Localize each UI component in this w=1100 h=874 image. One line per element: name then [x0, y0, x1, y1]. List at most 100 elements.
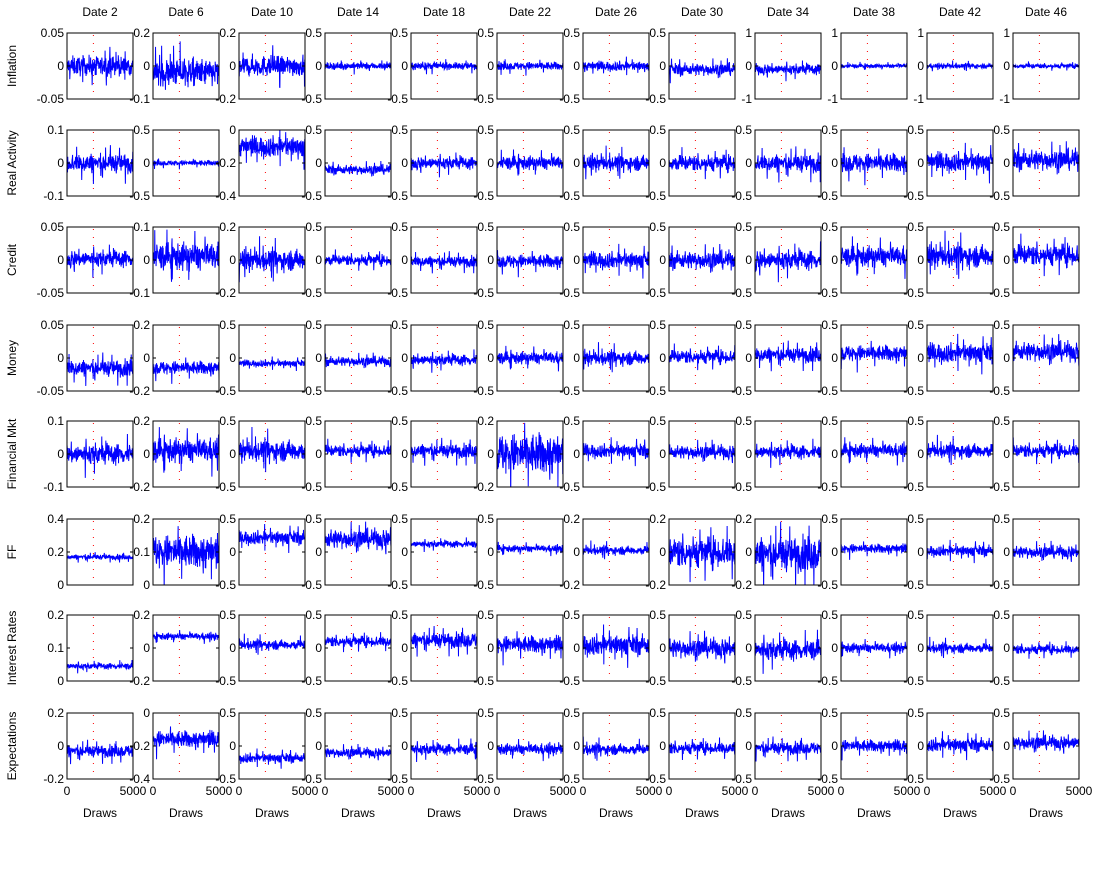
y-tick-label: 0.05 [41, 26, 65, 40]
trace-panel: 0.5 0 -0.5 [817, 123, 908, 203]
y-tick-label: 0.1 [47, 414, 64, 428]
y-tick-label: 0.5 [735, 220, 752, 234]
y-tick-label: 0 [143, 578, 150, 592]
y-tick-label: -0.5 [989, 480, 1010, 494]
trace-panel: 0.2 0 -0.2 [473, 414, 564, 494]
y-tick-label: 0.5 [391, 706, 408, 720]
y-tick-label: -0.5 [731, 674, 752, 688]
y-tick-label: 0 [573, 59, 580, 73]
y-tick-label: 0.5 [305, 512, 322, 526]
x-axis-label: Draws [513, 806, 547, 820]
y-tick-label: 0 [143, 447, 150, 461]
trace-panel: 0.5 0 -0.5 [903, 123, 994, 203]
y-tick-label: 0.5 [133, 123, 150, 137]
y-tick-label: 0.1 [47, 641, 64, 655]
y-tick-label: 0.5 [391, 608, 408, 622]
trace-line [153, 158, 219, 170]
y-tick-label: 0 [315, 253, 322, 267]
trace-line [1013, 641, 1079, 659]
trace-panel: 0.5 0 -0.5 [817, 414, 908, 494]
y-tick-label: 0 [1003, 253, 1010, 267]
y-tick-label: 0 [745, 739, 752, 753]
row-label: Interest Rates [5, 611, 19, 686]
trace-line [1013, 233, 1079, 277]
trace-line [325, 160, 391, 177]
y-tick-label: 0 [831, 59, 838, 73]
y-tick-label: 0 [573, 739, 580, 753]
trace-panel: 0.5 0 -0.5 [387, 26, 478, 106]
y-tick-label: 0 [917, 545, 924, 559]
y-tick-label: -0.5 [817, 578, 838, 592]
y-tick-label: -0.5 [903, 189, 924, 203]
x-tick-label: 5000 [1066, 784, 1093, 798]
y-tick-label: -0.5 [559, 674, 580, 688]
y-tick-label: 0 [401, 253, 408, 267]
trace-line [325, 521, 391, 555]
y-tick-label: 0 [917, 253, 924, 267]
trace-panel: 0.5 0 -0.5 [989, 318, 1080, 398]
y-tick-label: 0.2 [47, 608, 64, 622]
y-tick-label: -0.5 [645, 674, 666, 688]
x-axis-label: Draws [943, 806, 977, 820]
trace-line [669, 343, 735, 371]
y-tick-label: 0.5 [649, 318, 666, 332]
y-tick-label: 0.2 [47, 706, 64, 720]
column-title: Date 6 [168, 5, 204, 19]
y-tick-label: 0 [745, 447, 752, 461]
y-tick-label: -0.5 [645, 189, 666, 203]
trace-line [755, 521, 821, 585]
y-tick-label: 0 [573, 447, 580, 461]
trace-line [67, 552, 133, 563]
trace-panel: 0.5 0 -0.5 [301, 123, 392, 203]
trace-panel: 0.5 0 -0.5 [301, 512, 392, 592]
trace-line [411, 437, 477, 466]
row-label: Real Activity [5, 130, 19, 195]
y-tick-label: 0 [659, 447, 666, 461]
trace-panel: 0.5 0 -0.5 [645, 26, 736, 106]
y-tick-label: 0.5 [477, 220, 494, 234]
column-title: Date 10 [251, 5, 293, 19]
y-tick-label: 0 [57, 578, 64, 592]
y-tick-label: 0.5 [907, 414, 924, 428]
trace-panel: 0.5 0 -0.5 [989, 220, 1080, 300]
y-tick-label: 0.5 [993, 414, 1010, 428]
y-tick-label: 0.5 [219, 318, 236, 332]
y-tick-label: 0 [229, 351, 236, 365]
y-tick-label: 0.5 [907, 706, 924, 720]
y-tick-label: 0.5 [821, 512, 838, 526]
trace-panel: 0.5 0 -0.5 [387, 220, 478, 300]
y-tick-label: -0.5 [559, 384, 580, 398]
trace-line [67, 739, 133, 765]
trace-line [411, 152, 477, 178]
trace-line [755, 146, 821, 183]
y-tick-label: 0.5 [305, 123, 322, 137]
trace-line [239, 236, 305, 283]
x-tick-label: 5000 [636, 784, 663, 798]
y-tick-label: -0.5 [559, 189, 580, 203]
x-tick-label: 0 [752, 784, 759, 798]
y-tick-label: 0 [1003, 351, 1010, 365]
y-tick-label: 0 [917, 156, 924, 170]
column-title: Date 30 [681, 5, 723, 19]
trace-panel: 0.2 0 -0.2 [129, 318, 220, 398]
trace-line [411, 251, 477, 274]
column-title: Date 26 [595, 5, 637, 19]
y-tick-label: 0.5 [907, 512, 924, 526]
trace-line [841, 236, 907, 279]
trace-line [497, 541, 563, 557]
trace-line [239, 524, 305, 553]
row-label: Inflation [5, 45, 19, 87]
trace-line [497, 631, 563, 666]
y-tick-label: 0 [401, 739, 408, 753]
y-tick-label: 0 [315, 59, 322, 73]
y-tick-label: 0.5 [649, 123, 666, 137]
trace-line [325, 249, 391, 271]
x-tick-label: 5000 [722, 784, 749, 798]
trace-line [325, 60, 391, 75]
y-tick-label: -0.5 [215, 674, 236, 688]
y-tick-label: 0 [143, 59, 150, 73]
y-tick-label: -0.5 [989, 384, 1010, 398]
trace-line [239, 356, 305, 372]
y-tick-label: 0 [573, 641, 580, 655]
y-tick-label: 0 [831, 253, 838, 267]
